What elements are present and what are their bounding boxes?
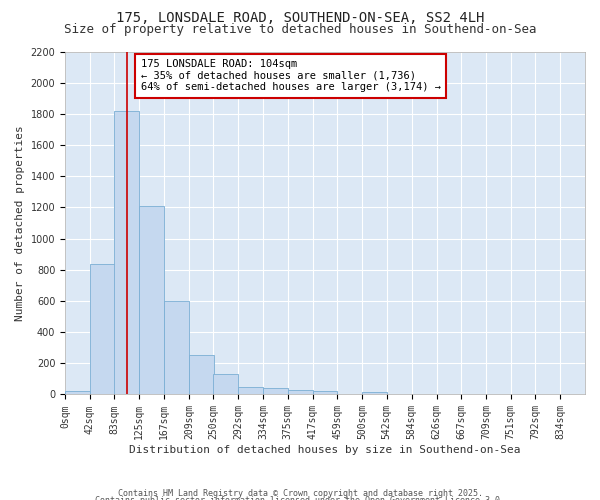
X-axis label: Distribution of detached houses by size in Southend-on-Sea: Distribution of detached houses by size … xyxy=(129,445,521,455)
Bar xyxy=(189,354,214,395)
Y-axis label: Number of detached properties: Number of detached properties xyxy=(15,125,25,321)
Bar xyxy=(114,110,139,395)
Bar xyxy=(90,264,115,394)
Text: 175, LONSDALE ROAD, SOUTHEND-ON-SEA, SS2 4LH: 175, LONSDALE ROAD, SOUTHEND-ON-SEA, SS2… xyxy=(116,11,484,25)
Bar xyxy=(362,392,387,394)
Text: Size of property relative to detached houses in Southend-on-Sea: Size of property relative to detached ho… xyxy=(64,22,536,36)
Bar xyxy=(287,390,313,394)
Bar xyxy=(313,392,337,394)
Text: 175 LONSDALE ROAD: 104sqm
← 35% of detached houses are smaller (1,736)
64% of se: 175 LONSDALE ROAD: 104sqm ← 35% of detac… xyxy=(140,60,440,92)
Text: Contains public sector information licensed under the Open Government Licence 3.: Contains public sector information licen… xyxy=(95,496,505,500)
Bar xyxy=(214,374,238,394)
Text: Contains HM Land Registry data © Crown copyright and database right 2025.: Contains HM Land Registry data © Crown c… xyxy=(118,489,482,498)
Bar xyxy=(238,388,263,394)
Bar xyxy=(65,392,90,394)
Bar xyxy=(263,388,288,394)
Bar xyxy=(139,206,164,394)
Bar xyxy=(164,301,189,394)
